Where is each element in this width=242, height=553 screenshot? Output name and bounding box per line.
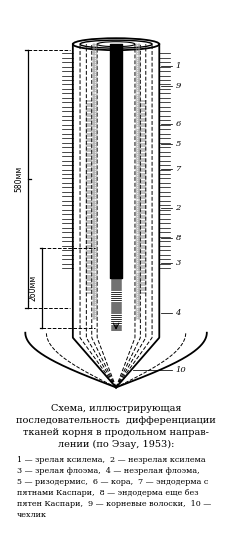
Text: 260мм: 260мм: [29, 275, 38, 301]
Text: 5 — ризодермис,  6 — кора,  7 — эндодерма с: 5 — ризодермис, 6 — кора, 7 — эндодерма …: [17, 478, 208, 486]
Text: 3 — зрелая флоэма,  4 — незрелая флоэма,: 3 — зрелая флоэма, 4 — незрелая флоэма,: [17, 467, 200, 475]
Text: 1: 1: [175, 62, 181, 70]
Text: Схема, иллюстрирующая
последовательность  дифференциации
тканей корня в продольн: Схема, иллюстрирующая последовательность…: [16, 404, 216, 449]
Text: 5: 5: [175, 140, 181, 148]
Text: 6: 6: [175, 120, 181, 128]
Text: 1 — зрелая ксилема,  2 — незрелая ксилема: 1 — зрелая ксилема, 2 — незрелая ксилема: [17, 456, 206, 464]
Text: 2: 2: [175, 205, 181, 212]
Text: 3: 3: [175, 259, 181, 267]
Text: 7: 7: [175, 165, 181, 173]
Text: пятен Каспари,  9 — корневые волоски,  10 —: пятен Каспари, 9 — корневые волоски, 10 …: [17, 500, 211, 508]
Text: 9: 9: [175, 82, 181, 90]
Text: 580мм: 580мм: [14, 166, 23, 192]
Text: 8: 8: [175, 234, 181, 242]
Text: 10: 10: [175, 366, 186, 373]
Text: 4: 4: [175, 309, 181, 317]
Text: чехлик: чехлик: [17, 511, 47, 519]
Text: пятнами Каспари,  8 — эндодерма еще без: пятнами Каспари, 8 — эндодерма еще без: [17, 489, 198, 497]
